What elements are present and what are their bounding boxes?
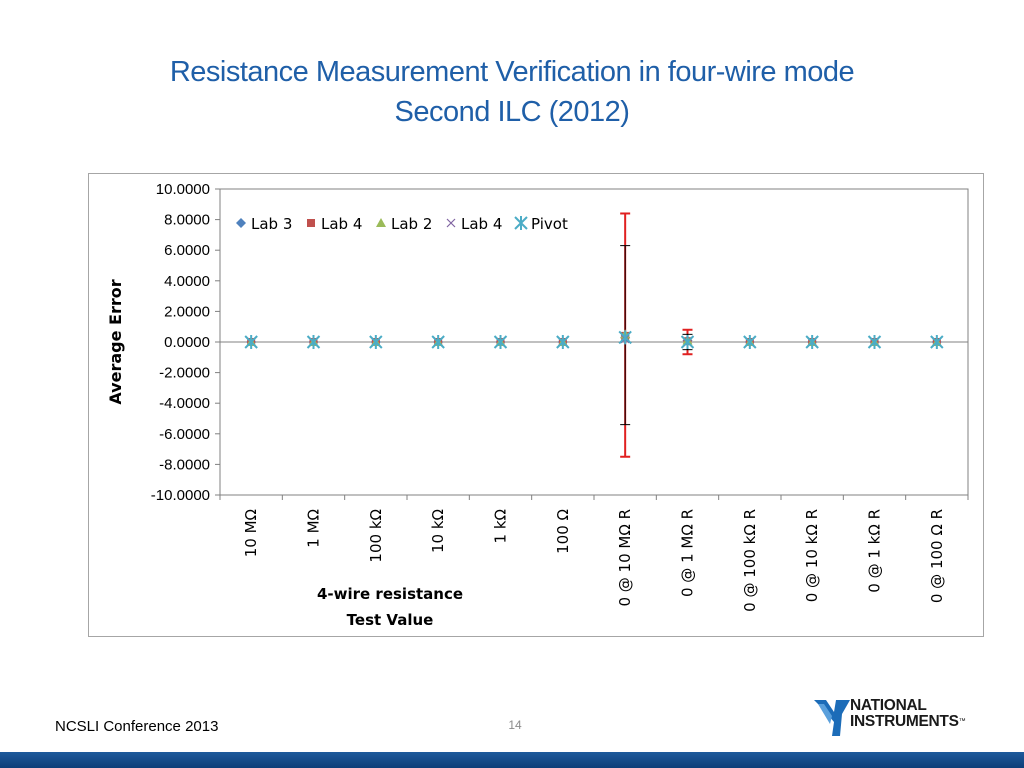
x-axis-title-line-2: Test Value xyxy=(347,611,434,629)
legend-marker xyxy=(236,218,246,228)
data-point xyxy=(556,335,570,349)
error-chart: 10.0000 8.0000 6.0000 4.0000 2.0000 0.0000 -2.… xyxy=(106,181,969,629)
data-point xyxy=(493,335,508,349)
page-number: 14 xyxy=(508,718,522,732)
y-tick-label: -10.0000 xyxy=(151,487,210,504)
y-axis-title: Average Error xyxy=(106,279,125,404)
marker-star xyxy=(867,335,882,349)
x-category-label: 100 kΩ xyxy=(367,509,385,563)
ni-eagle-icon xyxy=(814,700,850,736)
marker-diamond xyxy=(236,218,246,228)
data-point xyxy=(306,335,321,349)
marker-square xyxy=(307,219,315,227)
y-tick-label: 6.0000 xyxy=(164,242,210,259)
y-tick-label: 4.0000 xyxy=(164,273,210,290)
x-category-label: 10 kΩ xyxy=(429,509,447,553)
x-category-label: 1 kΩ xyxy=(492,509,510,543)
bottom-bar xyxy=(0,752,1024,768)
marker-star xyxy=(680,335,695,349)
y-tick-label: -6.0000 xyxy=(159,426,210,443)
marker-x xyxy=(446,218,456,228)
x-axis-title-line-1: 4-wire resistance xyxy=(317,585,463,603)
y-tick-label: 10.0000 xyxy=(156,181,210,198)
marker-star xyxy=(431,335,445,349)
legend-marker xyxy=(376,218,386,227)
x-category-label: 0 @ 100 Ω R xyxy=(928,509,946,603)
x-category-label: 0 @ 10 kΩ R xyxy=(803,509,821,602)
chart-frame: 10.0000 8.0000 6.0000 4.0000 2.0000 0.0000 -2.… xyxy=(88,173,984,637)
legend-label: Lab 2 xyxy=(391,215,432,233)
x-category-label: 0 @ 1 kΩ R xyxy=(866,509,884,593)
data-point xyxy=(805,335,819,349)
data-point xyxy=(244,335,258,349)
marker-triangle xyxy=(376,218,386,227)
legend-label: Pivot xyxy=(531,215,568,233)
marker-star xyxy=(618,330,632,345)
legend-marker xyxy=(514,216,528,230)
marker-star xyxy=(556,335,570,349)
slide-title: Resistance Measurement Verification in f… xyxy=(0,52,1024,132)
marker-star xyxy=(514,216,528,230)
x-category-label: 0 @ 1 MΩ R xyxy=(679,509,697,597)
y-tick-label: -8.0000 xyxy=(159,456,210,473)
x-category-label: 0 @ 10 MΩ R xyxy=(616,509,634,607)
legend-label: Lab 4 xyxy=(321,215,362,233)
data-point xyxy=(369,335,383,349)
logo-line-1: NATIONAL xyxy=(850,697,927,714)
marker-star xyxy=(493,335,508,349)
legend-label: Lab 3 xyxy=(251,215,292,233)
title-line-1: Resistance Measurement Verification in f… xyxy=(169,56,855,88)
footer-conference: NCSLI Conference 2013 xyxy=(55,718,219,735)
marker-star xyxy=(930,335,944,349)
data-point xyxy=(680,335,695,349)
data-point xyxy=(743,335,757,349)
x-category-label: 100 Ω xyxy=(554,509,572,554)
legend-label: Lab 4 xyxy=(461,215,502,233)
marker-star xyxy=(369,335,383,349)
national-instruments-logo: NATIONAL INSTRUMENTS™ xyxy=(812,692,982,740)
x-category-label: 1 MΩ xyxy=(305,509,323,548)
y-tick-label: 2.0000 xyxy=(164,303,210,320)
marker-star xyxy=(244,335,258,349)
logo-line-2: INSTRUMENTS xyxy=(850,713,959,730)
x-category-label: 10 MΩ xyxy=(242,509,260,557)
y-tick-label: -2.0000 xyxy=(159,365,210,382)
marker-star xyxy=(743,335,757,349)
legend-marker xyxy=(446,218,456,228)
marker-star xyxy=(805,335,819,349)
data-point xyxy=(431,335,445,349)
x-category-label: 0 @ 100 kΩ R xyxy=(741,509,759,612)
legend-marker xyxy=(307,219,315,227)
y-tick-label: 0.0000 xyxy=(164,334,210,351)
title-line-2: Second ILC (2012) xyxy=(394,96,630,128)
y-tick-label: 8.0000 xyxy=(164,212,210,229)
data-point xyxy=(867,335,882,349)
data-point xyxy=(618,330,632,345)
logo-trademark: ™ xyxy=(958,718,966,725)
y-tick-label: -4.0000 xyxy=(159,395,210,412)
data-point xyxy=(930,335,944,349)
marker-star xyxy=(306,335,321,349)
